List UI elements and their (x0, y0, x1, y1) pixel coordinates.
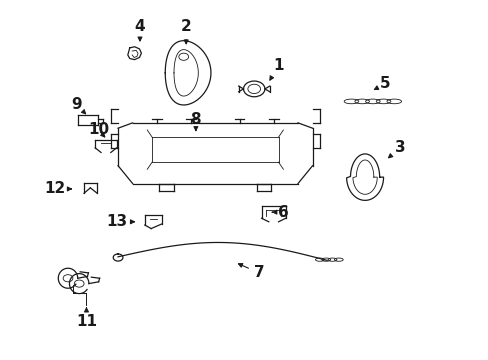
Text: 9: 9 (71, 98, 85, 114)
Text: 11: 11 (76, 308, 97, 329)
Text: 13: 13 (106, 214, 134, 229)
Text: 8: 8 (190, 112, 201, 131)
Text: 1: 1 (269, 58, 283, 80)
Text: 4: 4 (134, 19, 145, 41)
Text: 12: 12 (44, 181, 71, 197)
Text: 2: 2 (181, 19, 191, 44)
Text: 5: 5 (374, 76, 390, 91)
Text: 6: 6 (272, 204, 288, 220)
Text: 3: 3 (388, 140, 405, 158)
Text: 10: 10 (88, 122, 109, 138)
Text: 7: 7 (238, 264, 264, 280)
